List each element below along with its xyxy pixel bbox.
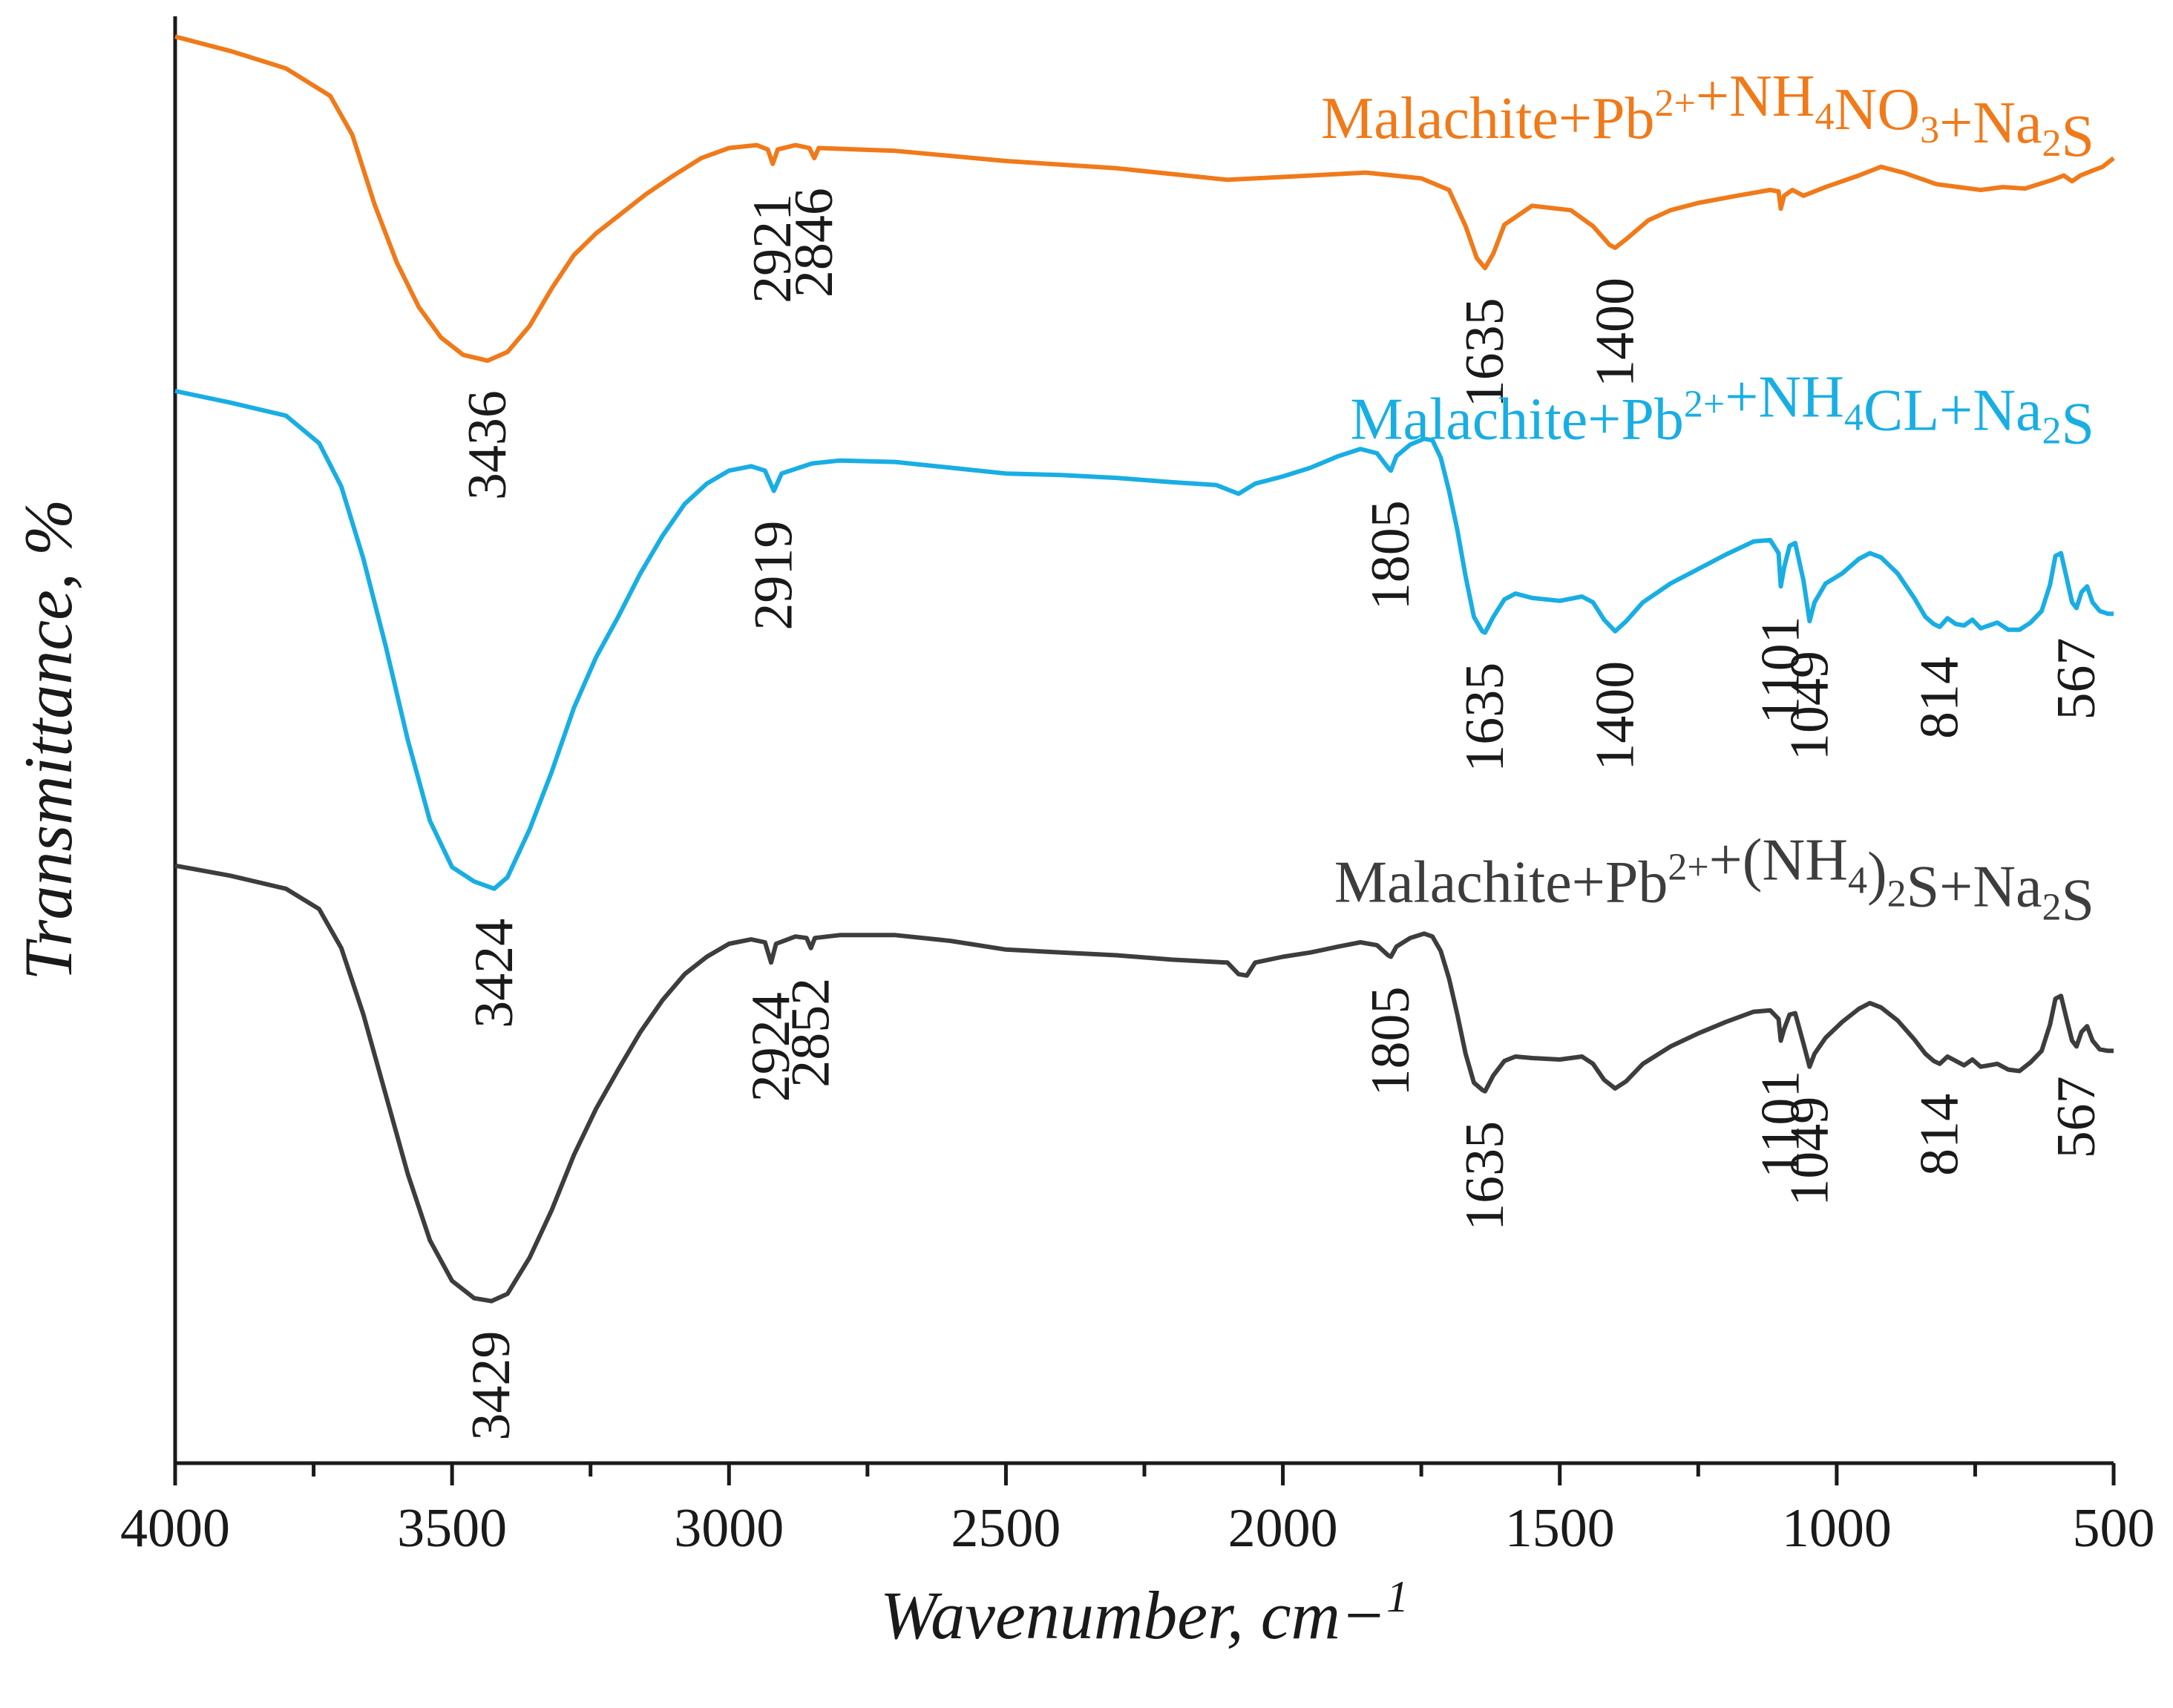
series-label-1: Malachite+Pb2++NH4NO3+Na2S [1321, 64, 2094, 169]
peak-label: 1101 [1751, 616, 1812, 723]
peak-label: 3424 [464, 919, 525, 1028]
x-axis-title-superscript: 1 [1386, 1572, 1409, 1621]
y-axis-title: Transmittance, % [10, 499, 86, 980]
x-tick-label: 2500 [951, 1498, 1061, 1559]
x-axis-ticks: 4000 3500 3000 2500 2000 1500 1000 500 [120, 1463, 2155, 1559]
x-tick-label: 3500 [397, 1498, 507, 1559]
peak-label: 1400 [1584, 661, 1645, 771]
series-label-3: Malachite+Pb2++(NH4)2S+Na2S [1334, 827, 2094, 933]
peak-label: 1635 [1455, 663, 1515, 772]
peak-label: 1805 [1360, 500, 1421, 610]
series-line-3 [174, 863, 2114, 1304]
peak-label: 2852 [781, 978, 842, 1088]
peak-label: 1400 [1584, 277, 1645, 387]
series-layer [174, 34, 2115, 1304]
peak-label: 3436 [457, 390, 518, 500]
series-label-2: Malachite+Pb2++NH4CL+Na2S [1350, 364, 2094, 456]
peak-label: 1049 [1779, 651, 1840, 761]
x-tick-label: 4000 [120, 1498, 230, 1559]
peak-label: 2919 [744, 521, 804, 631]
peak-label: 3429 [461, 1331, 522, 1441]
peak-label: 814 [1910, 657, 1970, 739]
x-axis-title-text: Wavenumber, cm− [880, 1577, 1386, 1653]
x-tick-label: 2000 [1228, 1498, 1338, 1559]
x-tick-label: 1500 [1505, 1498, 1615, 1559]
peak-label: 567 [2046, 1076, 2107, 1158]
peak-label: 1805 [1360, 987, 1421, 1097]
peak-label: 2921 [742, 194, 803, 303]
x-tick-label: 1000 [1782, 1498, 1892, 1559]
series-line-1 [174, 34, 2115, 364]
series-labels: Malachite+Pb2++NH4NO3+Na2S Malachite+Pb2+… [1321, 64, 2094, 933]
peak-label: 1101 [1751, 1071, 1812, 1178]
peak-label: 1635 [1455, 298, 1515, 407]
x-axis-title: Wavenumber, cm−1 [880, 1572, 1409, 1653]
x-tick-label: 500 [2073, 1498, 2155, 1559]
peak-label: 2846 [784, 188, 845, 298]
series-line-2 [174, 389, 2114, 891]
peak-label: 567 [2046, 638, 2107, 720]
peak-label: 2924 [741, 992, 802, 1102]
x-tick-label: 3000 [674, 1498, 784, 1559]
peak-label: 814 [1910, 1094, 1970, 1176]
peak-label: 1635 [1455, 1121, 1515, 1231]
peak-label: 1049 [1779, 1097, 1840, 1206]
